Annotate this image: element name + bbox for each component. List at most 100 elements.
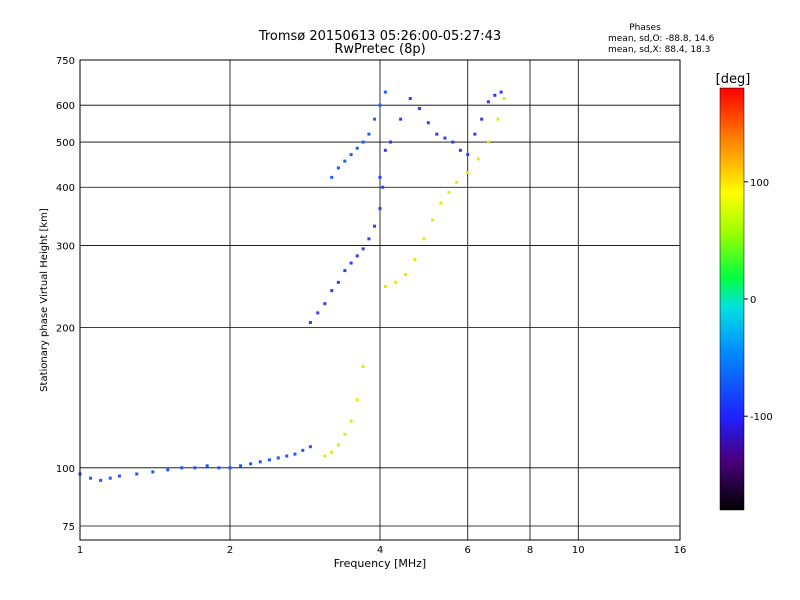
data-point xyxy=(336,443,340,447)
data-point xyxy=(276,456,280,460)
y-tick-label: 100 xyxy=(56,464,75,475)
data-point xyxy=(301,448,305,452)
data-point xyxy=(355,146,359,150)
colorbar-ticks: -100 0 100 xyxy=(744,178,773,423)
data-point xyxy=(417,107,421,111)
colorbar-tick-label: 0 xyxy=(750,295,756,306)
data-point xyxy=(336,280,340,284)
data-point xyxy=(403,272,407,276)
data-point xyxy=(499,90,503,94)
x-axis-label: Frequency [MHz] xyxy=(334,557,426,570)
colorbar-tick-label: 100 xyxy=(750,178,769,189)
data-point xyxy=(383,284,387,288)
x-tick-label: 8 xyxy=(527,545,533,556)
data-point xyxy=(381,185,385,189)
plot-frame xyxy=(79,59,681,541)
data-point xyxy=(166,468,170,472)
y-tick-label: 400 xyxy=(56,183,75,194)
data-point xyxy=(117,474,121,478)
data-point xyxy=(180,466,184,470)
data-point xyxy=(217,466,221,470)
x-tick-label: 16 xyxy=(674,545,687,556)
data-point xyxy=(258,460,262,464)
data-point xyxy=(343,269,347,273)
data-point xyxy=(443,136,447,140)
data-point xyxy=(308,445,312,449)
data-point xyxy=(476,157,480,161)
data-point xyxy=(426,121,430,125)
colorbar-label: [deg] xyxy=(716,72,751,87)
x-tick-label: 10 xyxy=(572,545,585,556)
data-point xyxy=(373,224,377,228)
y-axis-label: Stationary phase Virtual Height [km] xyxy=(39,208,50,392)
data-point xyxy=(239,464,243,468)
data-point xyxy=(367,237,371,241)
data-point xyxy=(361,364,365,368)
data-point xyxy=(439,201,443,205)
x-tick-label: 1 xyxy=(77,545,83,556)
stats-line-o: mean, sd,O: -88.8, 14.6 xyxy=(608,34,715,44)
y-tick-label: 200 xyxy=(56,324,75,335)
data-point xyxy=(336,166,340,170)
data-point xyxy=(408,97,412,101)
data-point xyxy=(383,148,387,152)
chart-subtitle: RwPretec (8p) xyxy=(334,42,425,57)
data-point xyxy=(355,398,359,402)
grid-lines xyxy=(80,60,680,540)
data-point xyxy=(399,117,403,121)
x-tick-label: 4 xyxy=(377,545,383,556)
chart-title: Tromsø 20150613 05:26:00-05:27:43 xyxy=(258,29,501,44)
data-point xyxy=(383,90,387,94)
data-point xyxy=(193,466,197,470)
data-point xyxy=(330,175,334,179)
data-point xyxy=(373,117,377,121)
data-point xyxy=(249,462,253,466)
data-point xyxy=(451,140,455,144)
data-point xyxy=(285,454,289,458)
data-point xyxy=(435,132,439,136)
data-point xyxy=(135,472,139,476)
y-tick-label: 750 xyxy=(56,56,75,67)
data-point xyxy=(496,117,500,121)
data-point xyxy=(422,237,426,241)
data-point xyxy=(349,261,353,265)
data-point xyxy=(486,100,490,104)
data-point xyxy=(151,470,155,474)
y-tick-label: 500 xyxy=(56,138,75,149)
data-point xyxy=(108,476,112,480)
data-point xyxy=(355,254,359,258)
data-point xyxy=(361,247,365,251)
data-point xyxy=(455,180,459,184)
x-tick-label: 2 xyxy=(227,545,233,556)
data-point xyxy=(480,117,484,121)
data-point xyxy=(323,454,327,458)
data-point xyxy=(349,419,353,423)
data-point xyxy=(466,171,470,175)
data-point xyxy=(394,280,398,284)
colorbar-tick-label: -100 xyxy=(750,412,773,423)
x-tick-labels: 1 2 4 6 8 10 16 xyxy=(77,545,687,556)
data-point xyxy=(361,140,365,144)
data-point xyxy=(486,140,490,144)
data-point xyxy=(378,207,382,211)
data-point xyxy=(89,476,93,480)
stats-heading: Phases xyxy=(629,23,661,33)
data-point xyxy=(473,132,477,136)
y-tick-label: 300 xyxy=(56,241,75,252)
data-point xyxy=(447,190,451,194)
data-point xyxy=(502,97,506,101)
data-point xyxy=(316,311,320,315)
y-tick-labels: 75 100 200 300 400 500 600 750 xyxy=(56,56,75,533)
data-point xyxy=(99,478,103,482)
data-point xyxy=(349,153,353,157)
colorbar xyxy=(719,87,745,511)
data-point xyxy=(323,302,327,306)
y-tick-label: 75 xyxy=(62,522,75,533)
data-point xyxy=(308,321,312,325)
data-point xyxy=(378,103,382,107)
data-point xyxy=(228,466,232,470)
data-point xyxy=(267,458,271,462)
data-point xyxy=(378,175,382,179)
data-point xyxy=(431,218,435,222)
